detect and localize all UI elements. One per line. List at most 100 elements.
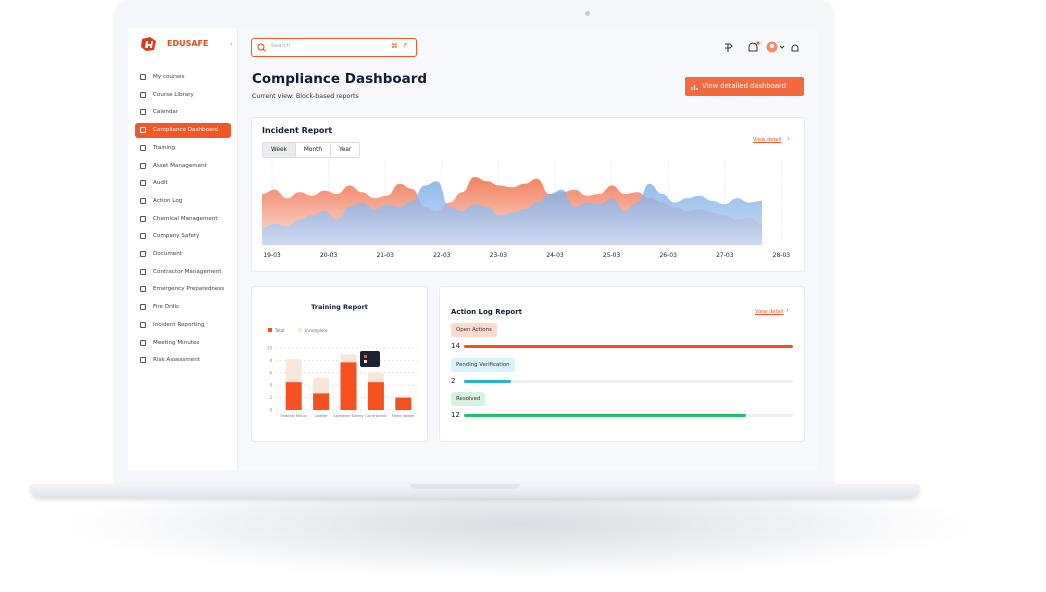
- menu-item[interactable]: Meeting Minutes: [138, 336, 233, 351]
- menu-icon: [140, 339, 146, 346]
- menu-item[interactable]: Document: [138, 247, 233, 262]
- tab[interactable]: Week: [263, 143, 295, 157]
- legend-swatch: [268, 328, 272, 332]
- menu-item[interactable]: Risk Assessment: [138, 353, 233, 368]
- top-icons: [725, 41, 799, 53]
- tabs: Week Month Year: [262, 142, 361, 158]
- button-label: View detailed dashboard: [702, 82, 787, 90]
- menu-label: My courses: [153, 74, 185, 80]
- menu-item[interactable]: Fire Drills: [138, 300, 233, 315]
- menu-item[interactable]: Asset Management: [138, 159, 233, 174]
- legend-label: Total: [274, 328, 284, 333]
- bar-segment: [340, 354, 357, 363]
- laptop-notch: [410, 484, 520, 489]
- menu-icon: [140, 357, 146, 364]
- x-label: 23-03: [490, 252, 508, 259]
- bar-segment: [395, 397, 412, 410]
- menu-icon: [140, 91, 146, 98]
- search-box[interactable]: Search ⌘ F: [251, 38, 417, 57]
- menu-item[interactable]: Training: [138, 141, 233, 156]
- menu-label: Training: [153, 144, 176, 151]
- screen: EDUSAFE ‹ My courses Course Library Calend…: [128, 28, 818, 470]
- x-label: Federal Minus: [281, 413, 307, 418]
- menu-label: Contractor Management: [153, 268, 222, 275]
- tooltip-dot: [364, 355, 367, 358]
- menu-item[interactable]: Chemical Management: [138, 212, 233, 227]
- menu-item[interactable]: Incident Reporting: [138, 318, 233, 333]
- status-tag: Resolved: [451, 392, 486, 406]
- legend-label: Incomplete: [305, 328, 328, 333]
- menu-icon: [140, 197, 146, 204]
- bar-segment: [313, 377, 330, 394]
- sidebar: EDUSAFE ‹ My courses Course Library Calend…: [128, 28, 238, 470]
- menu-icon: [140, 251, 146, 257]
- area: [262, 181, 762, 245]
- menu-item[interactable]: Action Log: [138, 194, 233, 209]
- action-log-card: Action Log Report View detail › Open Action…: [439, 286, 805, 442]
- legend-swatch: [298, 328, 302, 332]
- tab[interactable]: Month: [294, 143, 330, 157]
- menu-item[interactable]: My courses: [138, 70, 233, 85]
- bar-segment: [367, 372, 384, 383]
- menu-label: Calendar: [153, 109, 179, 116]
- training-card: Training Report Total Incomplete 0 2 4 6 8 10 Fed…: [251, 286, 428, 442]
- view-detail[interactable]: View detail: [753, 137, 782, 143]
- shortcut-icon: ⌘: [391, 42, 398, 50]
- y-tick-label: 0: [269, 408, 272, 413]
- y-tick-label: 4: [269, 383, 272, 388]
- tooltip: [360, 351, 380, 367]
- x-label: Contracted: [365, 413, 387, 418]
- tooltip-dot: [364, 360, 367, 363]
- detail-button[interactable]: View detailed dashboard: [685, 77, 804, 96]
- menu-item[interactable]: Contractor Management: [138, 265, 233, 280]
- bar-segment: [313, 393, 330, 410]
- menu-label: Emergency Preparedness: [153, 286, 225, 293]
- menu-item[interactable]: Compliance Dashboard: [135, 123, 231, 139]
- status-tag: Open Actions: [451, 323, 497, 337]
- menu-label: Document: [153, 251, 182, 257]
- x-label: 26-03: [659, 252, 677, 259]
- menu-item[interactable]: Calendar: [138, 105, 233, 120]
- x-label: 24-03: [546, 252, 564, 259]
- bar-segment: [285, 382, 302, 410]
- track: [464, 379, 793, 383]
- card-title: Incident Report: [262, 126, 333, 135]
- tab[interactable]: Year: [330, 143, 359, 157]
- x-label: 20-03: [320, 252, 338, 259]
- y-tick-label: 10: [267, 346, 273, 351]
- progress-bar: [464, 345, 793, 348]
- y-tick-label: 2: [269, 395, 272, 400]
- laptop-base: [30, 484, 920, 498]
- menu-icon: [140, 233, 146, 240]
- search-placeholder: Search: [271, 43, 291, 49]
- bar-segment: [340, 362, 357, 410]
- x-label: Spreader Safety: [333, 413, 364, 418]
- view-detail[interactable]: View detail: [755, 309, 784, 315]
- shortcut: F: [404, 43, 408, 49]
- x-label: 27-03: [716, 252, 734, 259]
- menu-icon: [140, 144, 146, 151]
- menu-item[interactable]: Company Safety: [138, 229, 233, 244]
- menu-label: Compliance Dashboard: [153, 127, 219, 134]
- menu-icon: [140, 162, 146, 169]
- logo: [141, 37, 156, 51]
- menu-icon: [140, 268, 146, 275]
- menu-label: Meeting Minutes: [153, 339, 200, 346]
- x-label: 21-03: [376, 252, 394, 259]
- menu-item[interactable]: Emergency Preparedness: [138, 282, 233, 297]
- incident-chart: 19-03 20-03 21-03 22-03 23-03 24-03 25-03 26-03…: [262, 160, 791, 259]
- chevron[interactable]: ›: [786, 306, 789, 314]
- x-label: 28-03: [773, 252, 791, 259]
- menu-item[interactable]: Course Library: [138, 88, 233, 103]
- x-label: 22-03: [433, 252, 451, 259]
- x-label: Fixed ladder: [392, 413, 416, 418]
- count: 14: [451, 342, 460, 350]
- status-tag: Pending Verification: [451, 357, 515, 372]
- y-tick-label: 6: [269, 370, 272, 375]
- count: 12: [451, 411, 460, 419]
- chevron[interactable]: ›: [787, 135, 790, 143]
- menu-item[interactable]: Audit: [138, 176, 233, 191]
- x-label: Ladder: [315, 413, 329, 418]
- collapse[interactable]: ‹: [230, 40, 233, 48]
- button-icon: [691, 85, 698, 90]
